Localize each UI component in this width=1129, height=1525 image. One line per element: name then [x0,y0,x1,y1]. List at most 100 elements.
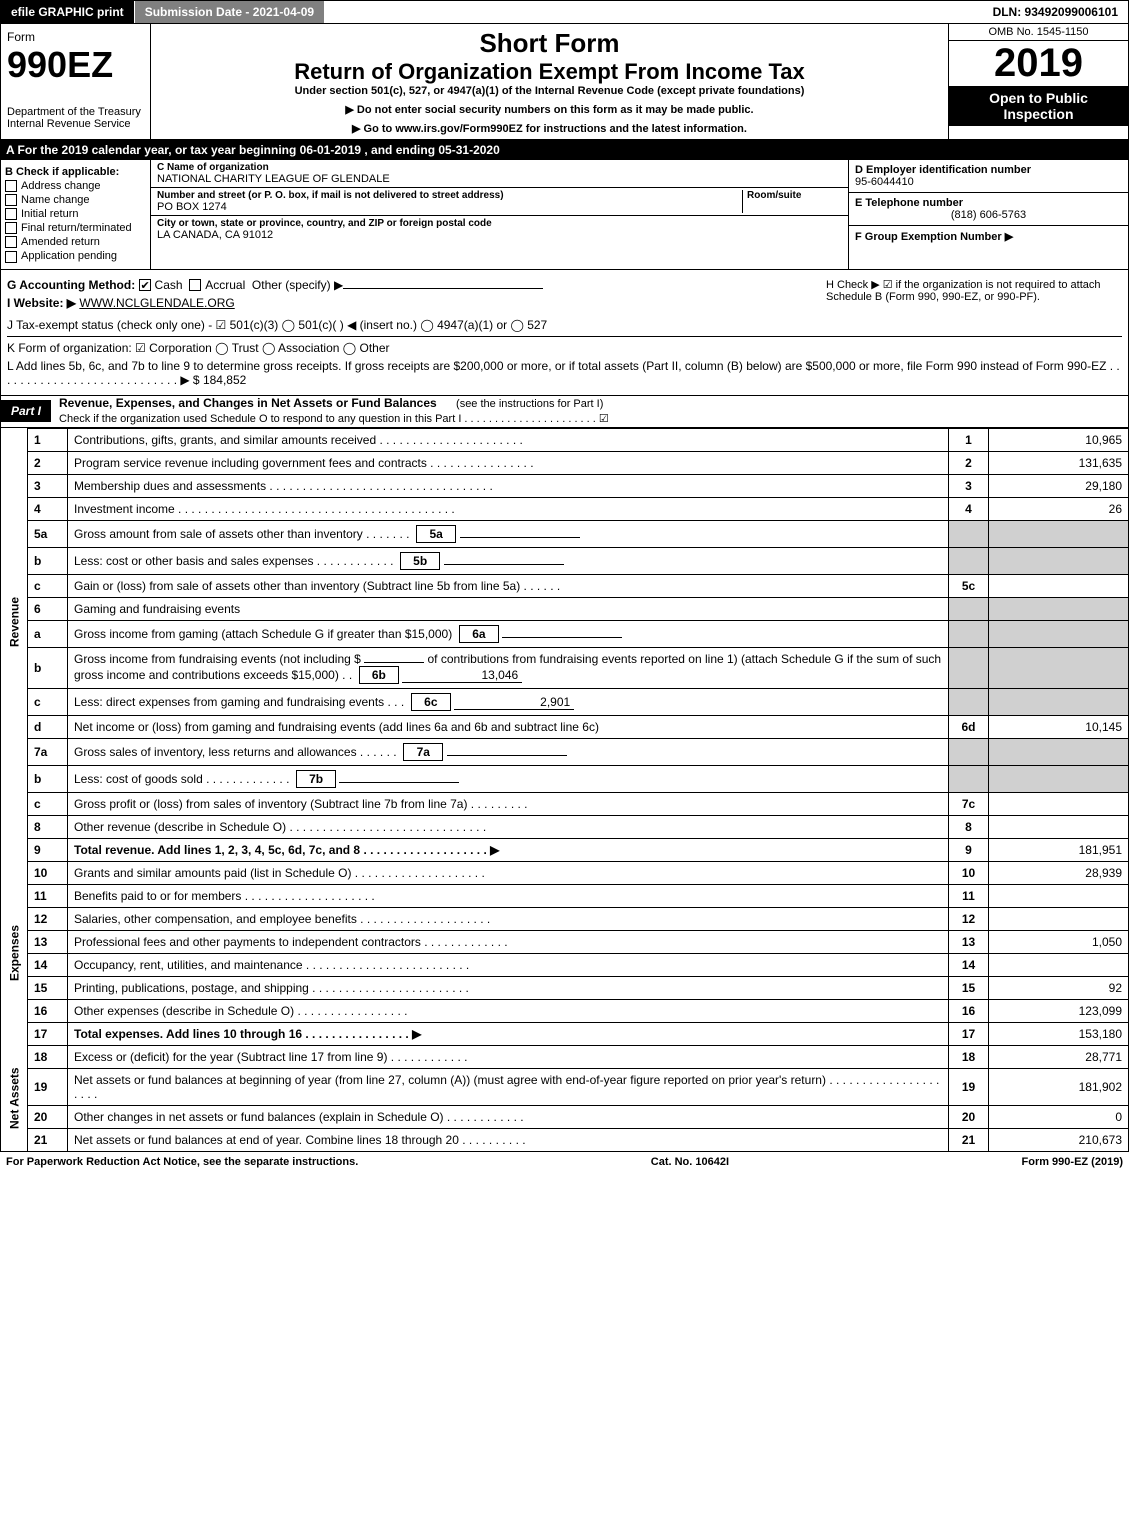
line-desc: Gross income from fundraising events (no… [68,647,949,688]
lines-table: Revenue 1 Contributions, gifts, grants, … [0,428,1129,1152]
cb-name[interactable]: Name change [5,194,146,206]
line-num: a [28,620,68,647]
sub-val [339,782,459,783]
cb-final[interactable]: Final return/terminated [5,222,146,234]
l-amount: 184,852 [203,373,246,387]
omb-number: OMB No. 1545-1150 [949,24,1128,41]
table-row: d Net income or (loss) from gaming and f… [1,715,1129,738]
line-desc: Excess or (deficit) for the year (Subtra… [68,1045,949,1068]
cb-label: Final return/terminated [21,222,132,234]
line-box: 8 [949,815,989,838]
line-val: 26 [989,497,1129,520]
line-num: 2 [28,451,68,474]
line-val: 181,951 [989,838,1129,861]
cb-initial[interactable]: Initial return [5,208,146,220]
line-desc: Grants and similar amounts paid (list in… [68,861,949,884]
table-row: 14 Occupancy, rent, utilities, and maint… [1,953,1129,976]
i-row: I Website: ▶ WWW.NCLGLENDALE.ORG [7,296,822,310]
table-row: 5a Gross amount from sale of assets othe… [1,520,1129,547]
line-box: 17 [949,1022,989,1045]
line-box: 2 [949,451,989,474]
part1-header: Part I Revenue, Expenses, and Changes in… [0,396,1129,428]
footer-mid: Cat. No. 10642I [651,1156,729,1168]
table-row: 4 Investment income . . . . . . . . . . … [1,497,1129,520]
header-left: Form 990EZ Department of the Treasury In… [1,24,151,139]
line-desc: Program service revenue including govern… [68,451,949,474]
line-desc: Gross amount from sale of assets other t… [68,520,949,547]
line-desc: Other changes in net assets or fund bala… [68,1105,949,1128]
submission-date: Submission Date - 2021-04-09 [135,1,324,23]
shaded-cell [949,647,989,688]
table-row: Net Assets 18 Excess or (deficit) for th… [1,1045,1129,1068]
line-box: 21 [949,1128,989,1151]
line-val: 1,050 [989,930,1129,953]
accrual-checkbox[interactable] [189,279,201,291]
line-desc: Total expenses. Add lines 10 through 16 … [68,1022,949,1045]
org-right: D Employer identification number 95-6044… [848,160,1128,269]
line-box: 6d [949,715,989,738]
revenue-label: Revenue [1,428,28,815]
cb-amended[interactable]: Amended return [5,236,146,248]
blank-input[interactable] [364,662,424,663]
line-box: 20 [949,1105,989,1128]
notice-link[interactable]: ▶ Go to www.irs.gov/Form990EZ for instru… [159,122,940,135]
line-val [989,792,1129,815]
line-num: 9 [28,838,68,861]
desc-text: Gross income from fundraising events (no… [74,652,361,666]
line-num: 6 [28,597,68,620]
other-input[interactable] [343,288,543,289]
addr-label: Number and street (or P. O. box, if mail… [157,190,742,201]
table-row: 19 Net assets or fund balances at beginn… [1,1068,1129,1105]
table-row: c Gross profit or (loss) from sales of i… [1,792,1129,815]
efile-print-button[interactable]: efile GRAPHIC print [1,1,135,23]
dept-label: Department of the Treasury [7,106,144,118]
shaded-cell [989,688,1129,715]
cb-address[interactable]: Address change [5,180,146,192]
footer-left: For Paperwork Reduction Act Notice, see … [6,1156,358,1168]
line-desc: Occupancy, rent, utilities, and maintena… [68,953,949,976]
table-row: 6 Gaming and fundraising events [1,597,1129,620]
spacer [324,1,982,23]
line-box: 13 [949,930,989,953]
exempt-title: Return of Organization Exempt From Incom… [159,59,940,85]
line-desc: Salaries, other compensation, and employ… [68,907,949,930]
sub-val [502,637,622,638]
shaded-cell [949,547,989,574]
org-name: NATIONAL CHARITY LEAGUE OF GLENDALE [157,173,842,185]
line-val: 92 [989,976,1129,999]
table-row: 8 Other revenue (describe in Schedule O)… [1,815,1129,838]
line-val: 10,965 [989,428,1129,451]
cash-label: Cash [155,278,183,292]
ein-label: D Employer identification number [855,164,1122,176]
table-row: Revenue 1 Contributions, gifts, grants, … [1,428,1129,451]
ein-row: D Employer identification number 95-6044… [849,160,1128,193]
line-desc: Total revenue. Add lines 1, 2, 3, 4, 5c,… [68,838,949,861]
cb-pending[interactable]: Application pending [5,250,146,262]
table-row: 3 Membership dues and assessments . . . … [1,474,1129,497]
line-num: b [28,647,68,688]
k-row: K Form of organization: ☑ Corporation ◯ … [7,341,1122,355]
accrual-label: Accrual [205,278,245,292]
line-box: 12 [949,907,989,930]
header-right: OMB No. 1545-1150 2019 Open to Public In… [948,24,1128,139]
cash-checkbox[interactable] [139,279,151,291]
website-link[interactable]: WWW.NCLGLENDALE.ORG [79,296,234,310]
open-public: Open to Public Inspection [949,86,1128,126]
line-desc: Contributions, gifts, grants, and simila… [68,428,949,451]
org-city: LA CANADA, CA 91012 [157,229,842,241]
cb-label: Name change [21,194,90,206]
part1-check: Check if the organization used Schedule … [51,410,617,427]
table-row: c Gain or (loss) from sale of assets oth… [1,574,1129,597]
shaded-cell [989,547,1129,574]
table-row: 16 Other expenses (describe in Schedule … [1,999,1129,1022]
footer-right: Form 990-EZ (2019) [1022,1156,1123,1168]
desc-text: Gross sales of inventory, less returns a… [74,745,397,759]
table-row: 12 Salaries, other compensation, and emp… [1,907,1129,930]
sub-val: 13,046 [402,668,522,683]
org-address: PO BOX 1274 [157,201,742,213]
shaded-cell [949,738,989,765]
table-row: b Gross income from fundraising events (… [1,647,1129,688]
line-desc: Less: cost of goods sold . . . . . . . .… [68,765,949,792]
org-mid: C Name of organization NATIONAL CHARITY … [151,160,848,269]
desc-text: Gross amount from sale of assets other t… [74,527,409,541]
